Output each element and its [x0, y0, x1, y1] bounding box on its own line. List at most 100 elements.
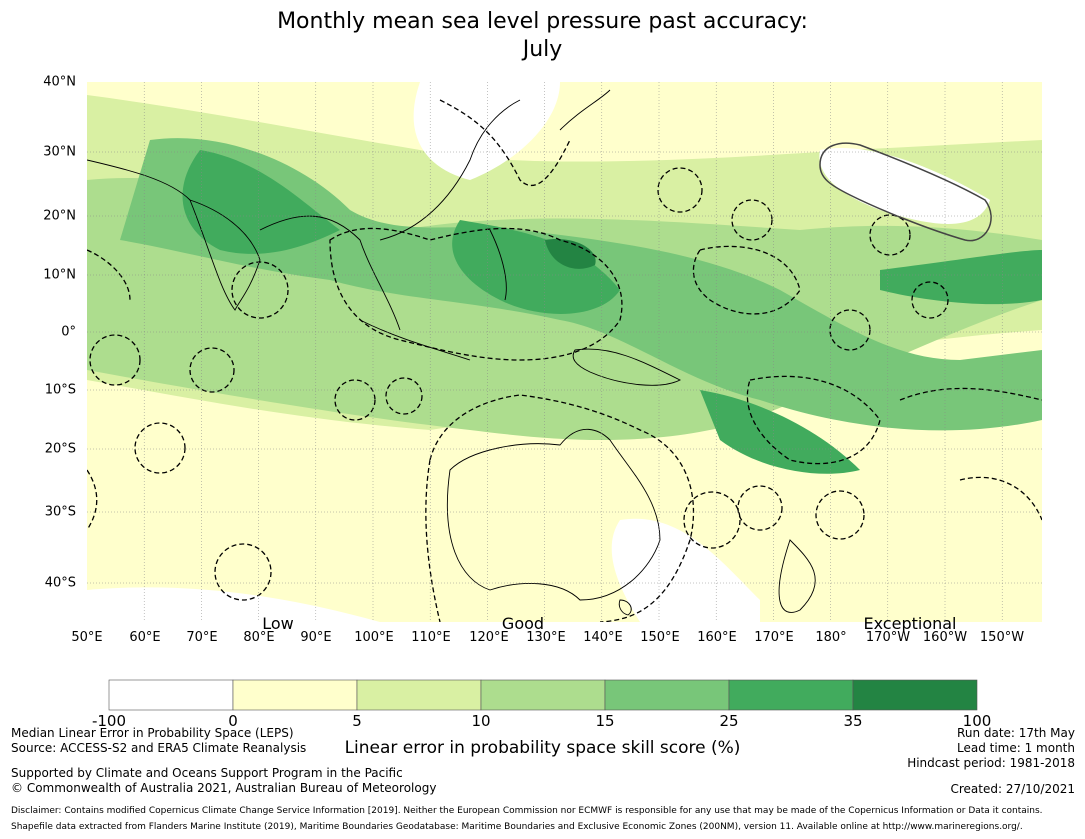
- lat-label: 20°S: [44, 441, 76, 457]
- tasmania-coastline: [618, 599, 632, 616]
- lat-label: 30°N: [43, 144, 76, 160]
- skill-patch-philippines: [452, 220, 620, 314]
- eez-maritime-southeast-asia: [329, 227, 623, 361]
- lon-label: 160°E: [697, 630, 737, 645]
- eez-australia: [425, 394, 695, 622]
- no-skill-tasman: [611, 518, 760, 622]
- eez-circle: [231, 261, 289, 319]
- hawaii-eez: [819, 142, 992, 242]
- lat-label: 0°: [61, 324, 76, 340]
- eez-circle: [189, 347, 235, 393]
- eez-china-seas: [439, 99, 571, 187]
- no-skill-hawaii: [819, 148, 990, 224]
- colorbar-swatch: [728, 679, 854, 711]
- lon-label: 160°W: [922, 630, 968, 645]
- lon-label: 130°E: [526, 630, 566, 645]
- title-line-1: Monthly mean sea level pressure past acc…: [277, 9, 808, 34]
- graticule: [87, 82, 1042, 622]
- eez-vanuatu: [746, 375, 881, 465]
- title-line-2: July: [522, 37, 563, 62]
- eez-circle: [89, 334, 141, 386]
- eez-cook-islands: [959, 476, 1042, 521]
- colorbar-tick: -100: [91, 712, 127, 730]
- colorbar-swatch: [356, 679, 482, 711]
- eez-circle: [214, 543, 272, 601]
- lead-time: Lead time: 1 month: [956, 741, 1075, 755]
- skill-patch-north-pacific: [880, 250, 1042, 305]
- colorbar-tick: 10: [471, 712, 491, 730]
- colorbar-tick: 15: [595, 712, 615, 730]
- lon-label: 180°: [815, 630, 847, 645]
- lon-label: 80°E: [243, 630, 275, 645]
- no-skill-southern-ocean: [87, 587, 380, 622]
- skill-patch-india: [182, 150, 340, 254]
- disclaimer-shapefile: Shapefile data extracted from Flanders M…: [11, 822, 1023, 832]
- lon-label: 90°E: [300, 630, 332, 645]
- australia-coastline: [446, 428, 661, 601]
- philippines-coastline: [489, 229, 507, 301]
- footer-method: Median Linear Error in Probability Space…: [11, 726, 294, 740]
- lat-label: 40°N: [43, 74, 76, 90]
- created-date: Created: 27/10/2021: [950, 782, 1075, 796]
- new-guinea-coastline: [572, 348, 682, 386]
- eez-circle: [657, 167, 703, 213]
- run-date: Run date: 17th May: [957, 726, 1075, 740]
- lon-label: 120°E: [469, 630, 509, 645]
- lon-label: 60°E: [129, 630, 161, 645]
- lat-label: 30°S: [44, 504, 76, 520]
- colorbar-tick: 100: [962, 712, 992, 730]
- eez-circle: [683, 491, 741, 549]
- skill-field: [87, 82, 1042, 622]
- lat-label: 10°S: [44, 382, 76, 398]
- eez-circle: [334, 379, 376, 421]
- category-exceptional: Exceptional: [863, 614, 957, 633]
- japan-coastline: [559, 89, 611, 131]
- category-low: Low: [262, 614, 294, 633]
- eez-circle: [829, 309, 871, 351]
- colorbar-tick: 25: [719, 712, 739, 730]
- colorbar-swatch: [480, 679, 606, 711]
- eez-circle: [869, 214, 911, 256]
- page-title: Monthly mean sea level pressure past acc…: [0, 8, 1085, 64]
- lon-label: 110°E: [411, 630, 451, 645]
- colorbar-swatch: [604, 679, 730, 711]
- southeast-asia-coastline: [259, 215, 401, 331]
- footer-copyright: © Commonwealth of Australia 2021, Austra…: [11, 781, 437, 795]
- colorbar-tick: 0: [228, 712, 238, 730]
- eez-circle: [911, 281, 949, 319]
- eez-circle: [731, 199, 773, 241]
- colorbar-swatch: [108, 679, 234, 711]
- colorbar: [108, 679, 978, 711]
- colorbar-title: Linear error in probability space skill …: [344, 738, 741, 758]
- china-coastline: [379, 99, 521, 241]
- hindcast-period: Hindcast period: 1981-2018: [907, 756, 1075, 770]
- lon-label: 150°W: [979, 630, 1025, 645]
- colorbar-swatch: [852, 679, 978, 711]
- colorbar-tick: 35: [843, 712, 863, 730]
- indonesia-coastline: [359, 319, 471, 361]
- eez-circle: [815, 490, 865, 540]
- skill-patch-coral-sea: [700, 390, 860, 474]
- eez-circle: [134, 422, 186, 474]
- eez-micronesia: [692, 245, 801, 315]
- eez-mauritius: [87, 469, 98, 531]
- lat-label: 20°N: [43, 208, 76, 224]
- lon-label: 100°E: [354, 630, 394, 645]
- lat-label: 40°S: [44, 575, 76, 591]
- new-zealand-coastline: [778, 539, 816, 613]
- eez-circle: [385, 377, 423, 415]
- lon-label: 140°E: [583, 630, 623, 645]
- footer-support: Supported by Climate and Oceans Support …: [11, 766, 403, 780]
- colorbar-swatch: [232, 679, 358, 711]
- lon-label: 50°E: [71, 630, 103, 645]
- category-good: Good: [501, 614, 545, 633]
- lat-label: 10°N: [43, 267, 76, 283]
- arabian-coastline: [87, 159, 191, 201]
- skill-patch-exceptional: [545, 239, 596, 269]
- footer-source: Source: ACCESS-S2 and ERA5 Climate Reana…: [11, 741, 307, 755]
- disclaimer-copernicus: Disclaimer: Contains modified Copernicus…: [11, 806, 1043, 816]
- footer-right: Run date: 17th May Lead time: 1 month Hi…: [907, 726, 1075, 771]
- lon-label: 150°E: [640, 630, 680, 645]
- eez-boundaries: [87, 99, 1042, 622]
